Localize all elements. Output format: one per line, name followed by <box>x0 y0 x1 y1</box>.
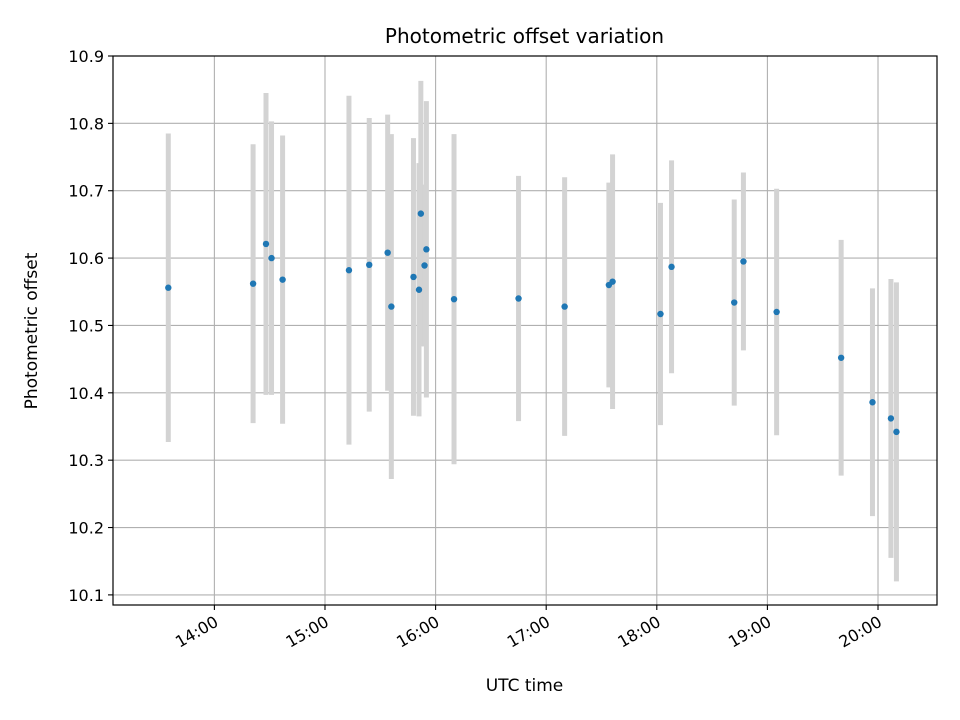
data-point <box>410 273 417 281</box>
data-point <box>893 428 900 436</box>
data-point <box>657 310 664 318</box>
y-tick-label: 10.6 <box>68 249 104 268</box>
y-tick-label: 10.2 <box>68 519 104 538</box>
y-axis-label: Photometric offset <box>22 252 42 409</box>
data-point <box>384 249 391 256</box>
data-point <box>421 262 428 269</box>
y-tick-label: 10.9 <box>68 47 104 66</box>
y-tick-label: 10.4 <box>68 384 104 403</box>
y-axis: 10.1 10.2 10.3 10.4 10.5 10.6 10.7 10.8 10.9 <box>68 47 113 605</box>
data-point <box>165 284 172 291</box>
data-point <box>609 278 616 285</box>
data-point <box>423 246 430 253</box>
data-point <box>561 303 568 310</box>
data-point <box>279 276 286 283</box>
grid <box>113 55 937 605</box>
chart-title: Photometric offset variation <box>385 24 664 48</box>
data-point <box>773 308 780 316</box>
y-tick-label: 10.3 <box>68 451 104 470</box>
data-point <box>515 295 522 302</box>
data-point <box>268 254 275 262</box>
data-point <box>668 263 675 271</box>
x-axis-label: UTC time <box>486 676 564 696</box>
data-point <box>887 415 895 422</box>
data-points <box>165 210 900 436</box>
y-tick-label: 10.7 <box>68 182 104 201</box>
y-tick-label: 10.1 <box>68 586 104 605</box>
data-point <box>740 258 747 265</box>
data-point <box>869 399 876 406</box>
data-point <box>388 303 395 310</box>
data-point <box>731 299 738 306</box>
y-tick-label: 10.5 <box>68 316 104 335</box>
data-point <box>417 210 425 217</box>
data-point <box>450 295 458 303</box>
plot-area-frame <box>112 55 938 606</box>
data-point <box>249 280 257 287</box>
data-point <box>345 267 353 274</box>
data-point <box>366 261 373 269</box>
y-tick-label: 10.8 <box>68 114 104 133</box>
data-point <box>837 354 845 361</box>
data-point <box>415 286 423 293</box>
data-point <box>262 240 270 248</box>
